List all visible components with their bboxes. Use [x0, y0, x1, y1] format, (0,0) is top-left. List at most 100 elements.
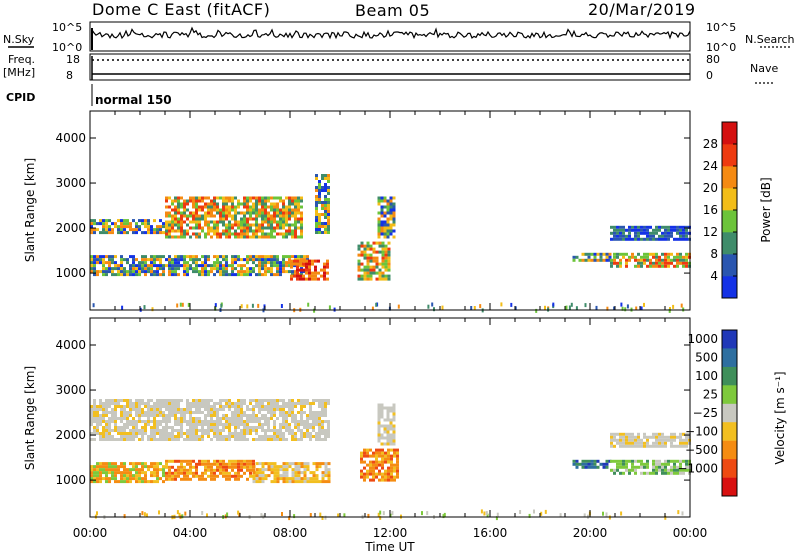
velocity-echo-cell — [369, 466, 372, 470]
power-echo-cell — [294, 229, 297, 233]
velocity-echo-cell — [643, 435, 646, 439]
velocity-echo-cell — [207, 468, 210, 472]
power-ground-scatter — [313, 308, 316, 313]
power-echo-cell — [380, 226, 384, 230]
velocity-echo-cell — [366, 448, 369, 452]
velocity-echo-cell — [126, 474, 129, 478]
velocity-echo-cell — [99, 480, 102, 484]
velocity-echo-cell — [390, 460, 393, 464]
power-echo-cell — [216, 211, 219, 215]
power-echo-cell — [321, 231, 324, 234]
velocity-echo-cell — [141, 399, 144, 402]
power-echo-cell — [314, 265, 317, 269]
power-echo-cell — [153, 258, 156, 262]
power-echo-cell — [315, 201, 318, 204]
power-echo-cell — [372, 271, 376, 275]
velocity-echo-cell — [276, 435, 279, 438]
power-echo-cell — [210, 267, 213, 271]
velocity-echo-cell — [174, 420, 177, 423]
velocity-echo-cell — [300, 432, 303, 435]
power-echo-cell — [661, 264, 664, 268]
power-echo-cell — [318, 201, 321, 204]
power-echo-cell — [114, 261, 117, 265]
power-echo-cell — [105, 270, 108, 274]
velocity-echo-cell — [153, 411, 156, 414]
velocity-echo-cell — [390, 475, 393, 479]
velocity-echo-cell — [108, 468, 111, 472]
power-echo-cell — [387, 253, 391, 257]
velocity-echo-cell — [625, 465, 628, 469]
velocity-echo-cell — [93, 402, 96, 405]
velocity-echo-cell — [111, 477, 114, 481]
velocity-echo-cell — [393, 463, 396, 467]
power-echo-cell — [180, 223, 183, 227]
velocity-echo-cell — [363, 478, 366, 482]
velocity-echo-cell — [234, 438, 237, 441]
velocity-echo-cell — [207, 423, 210, 426]
power-echo-cell — [228, 229, 231, 233]
velocity-echo-cell — [108, 477, 111, 481]
power-echo-cell — [243, 199, 246, 203]
velocity-echo-cell — [258, 477, 262, 481]
power-echo-cell — [162, 273, 165, 277]
power-echo-cell — [165, 211, 168, 215]
power-echo-cell — [315, 189, 318, 192]
power-echo-cell — [299, 259, 302, 263]
power-echo-cell — [682, 225, 685, 229]
power-echo-cell — [314, 268, 317, 272]
power-echo-cell — [261, 214, 264, 218]
velocity-ground-scatter — [528, 513, 531, 518]
velocity-echo-cell — [90, 477, 93, 481]
power-echo-cell — [300, 199, 303, 203]
velocity-echo-cell — [234, 459, 237, 463]
velocity-echo-cell — [384, 457, 387, 461]
velocity-echo-cell — [240, 423, 243, 426]
velocity-echo-cell — [156, 402, 159, 405]
power-echo-cell — [314, 274, 317, 278]
velocity-echo-cell — [228, 471, 231, 475]
power-echo-cell — [288, 217, 291, 221]
power-echo-cell — [279, 214, 282, 218]
velocity-echo-cell — [279, 408, 282, 411]
power-echo-cell — [108, 219, 111, 223]
power-echo-cell — [658, 237, 661, 241]
power-echo-cell — [246, 267, 249, 271]
velocity-echo-cell — [276, 465, 280, 469]
velocity-echo-cell — [180, 477, 183, 481]
velocity-echo-cell — [204, 468, 207, 472]
velocity-ground-scatter — [496, 512, 499, 517]
power-echo-cell — [165, 258, 168, 262]
velocity-echo-cell — [198, 435, 201, 438]
power-echo-cell — [273, 202, 276, 206]
velocity-ground-scatter — [319, 512, 322, 517]
velocity-echo-cell — [135, 465, 138, 469]
velocity-echo-cell — [602, 465, 606, 469]
velocity-echo-cell — [661, 444, 664, 448]
velocity-echo-cell — [377, 436, 381, 440]
power-echo-cell — [207, 223, 210, 227]
velocity-echo-cell — [102, 429, 105, 432]
velocity-echo-cell — [195, 468, 198, 472]
velocity-echo-cell — [279, 438, 282, 441]
velocity-echo-cell — [628, 438, 631, 442]
velocity-ground-scatter — [141, 511, 144, 516]
velocity-echo-cell — [156, 399, 159, 402]
power-echo-cell — [622, 234, 625, 238]
velocity-echo-cell — [381, 463, 384, 467]
power-echo-cell — [186, 255, 189, 259]
power-echo-cell — [255, 199, 258, 203]
velocity-echo-cell — [108, 429, 111, 432]
velocity-echo-cell — [120, 417, 123, 420]
velocity-echo-cell — [264, 429, 267, 432]
velocity-echo-cell — [123, 462, 126, 466]
power-echo-cell — [90, 231, 93, 235]
power-echo-cell — [201, 226, 204, 230]
power-echo-cell — [285, 196, 288, 200]
power-echo-cell — [261, 196, 264, 200]
power-echo-cell — [162, 270, 165, 274]
power-echo-cell — [243, 235, 246, 239]
velocity-echo-cell — [111, 438, 114, 441]
velocity-echo-cell — [222, 399, 225, 402]
velocity-echo-cell — [303, 426, 306, 429]
power-echo-cell — [201, 205, 204, 209]
